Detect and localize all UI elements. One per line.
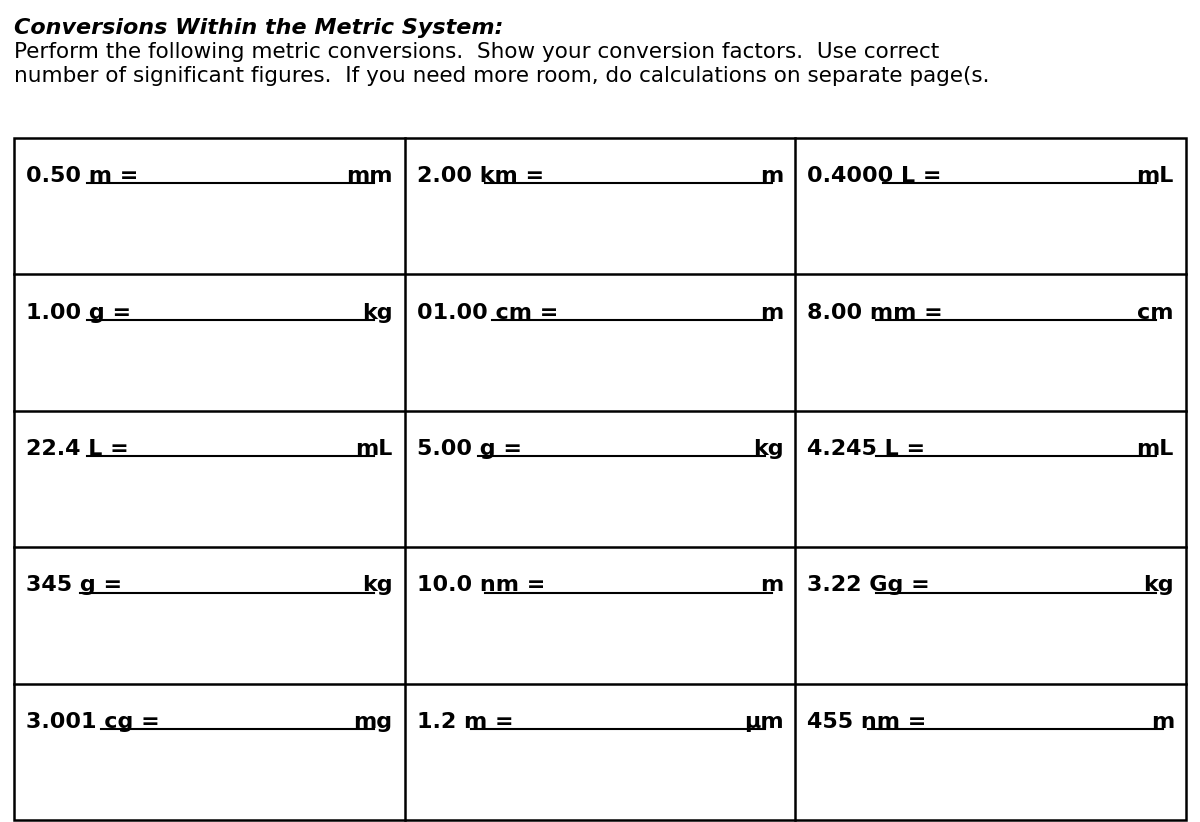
- Text: 0.4000 L =: 0.4000 L =: [808, 166, 942, 187]
- Text: 2.00 km =: 2.00 km =: [416, 166, 544, 187]
- Text: Conversions Within the Metric System:: Conversions Within the Metric System:: [14, 18, 503, 38]
- Text: m: m: [760, 302, 784, 322]
- Text: Perform the following metric conversions.  Show your conversion factors.  Use co: Perform the following metric conversions…: [14, 42, 940, 62]
- Text: 01.00 cm =: 01.00 cm =: [416, 302, 558, 322]
- Text: mm: mm: [346, 166, 392, 187]
- Text: 8.00 mm =: 8.00 mm =: [808, 302, 943, 322]
- Bar: [14, 138, 1186, 820]
- Text: cm: cm: [1138, 302, 1174, 322]
- Text: 3.22 Gg =: 3.22 Gg =: [808, 575, 930, 595]
- Text: kg: kg: [752, 439, 784, 459]
- Text: 1.2 m =: 1.2 m =: [416, 712, 514, 732]
- Text: number of significant figures.  If you need more room, do calculations on separa: number of significant figures. If you ne…: [14, 66, 990, 86]
- Text: m: m: [760, 575, 784, 595]
- Text: mL: mL: [1136, 166, 1174, 187]
- Text: 345 g =: 345 g =: [26, 575, 122, 595]
- Text: kg: kg: [1144, 575, 1174, 595]
- Text: kg: kg: [362, 575, 392, 595]
- Text: mL: mL: [355, 439, 392, 459]
- Text: 4.245 L =: 4.245 L =: [808, 439, 925, 459]
- Text: 1.00 g =: 1.00 g =: [26, 302, 131, 322]
- Text: 3.001 cg =: 3.001 cg =: [26, 712, 160, 732]
- Text: 455 nm =: 455 nm =: [808, 712, 926, 732]
- Text: m: m: [1151, 712, 1174, 732]
- Text: 22.4 L =: 22.4 L =: [26, 439, 128, 459]
- Text: m: m: [760, 166, 784, 187]
- Text: μm: μm: [744, 712, 784, 732]
- Text: mg: mg: [354, 712, 392, 732]
- Text: 0.50 m =: 0.50 m =: [26, 166, 138, 187]
- Text: mL: mL: [1136, 439, 1174, 459]
- Text: 10.0 nm =: 10.0 nm =: [416, 575, 545, 595]
- Text: 5.00 g =: 5.00 g =: [416, 439, 522, 459]
- Text: kg: kg: [362, 302, 392, 322]
